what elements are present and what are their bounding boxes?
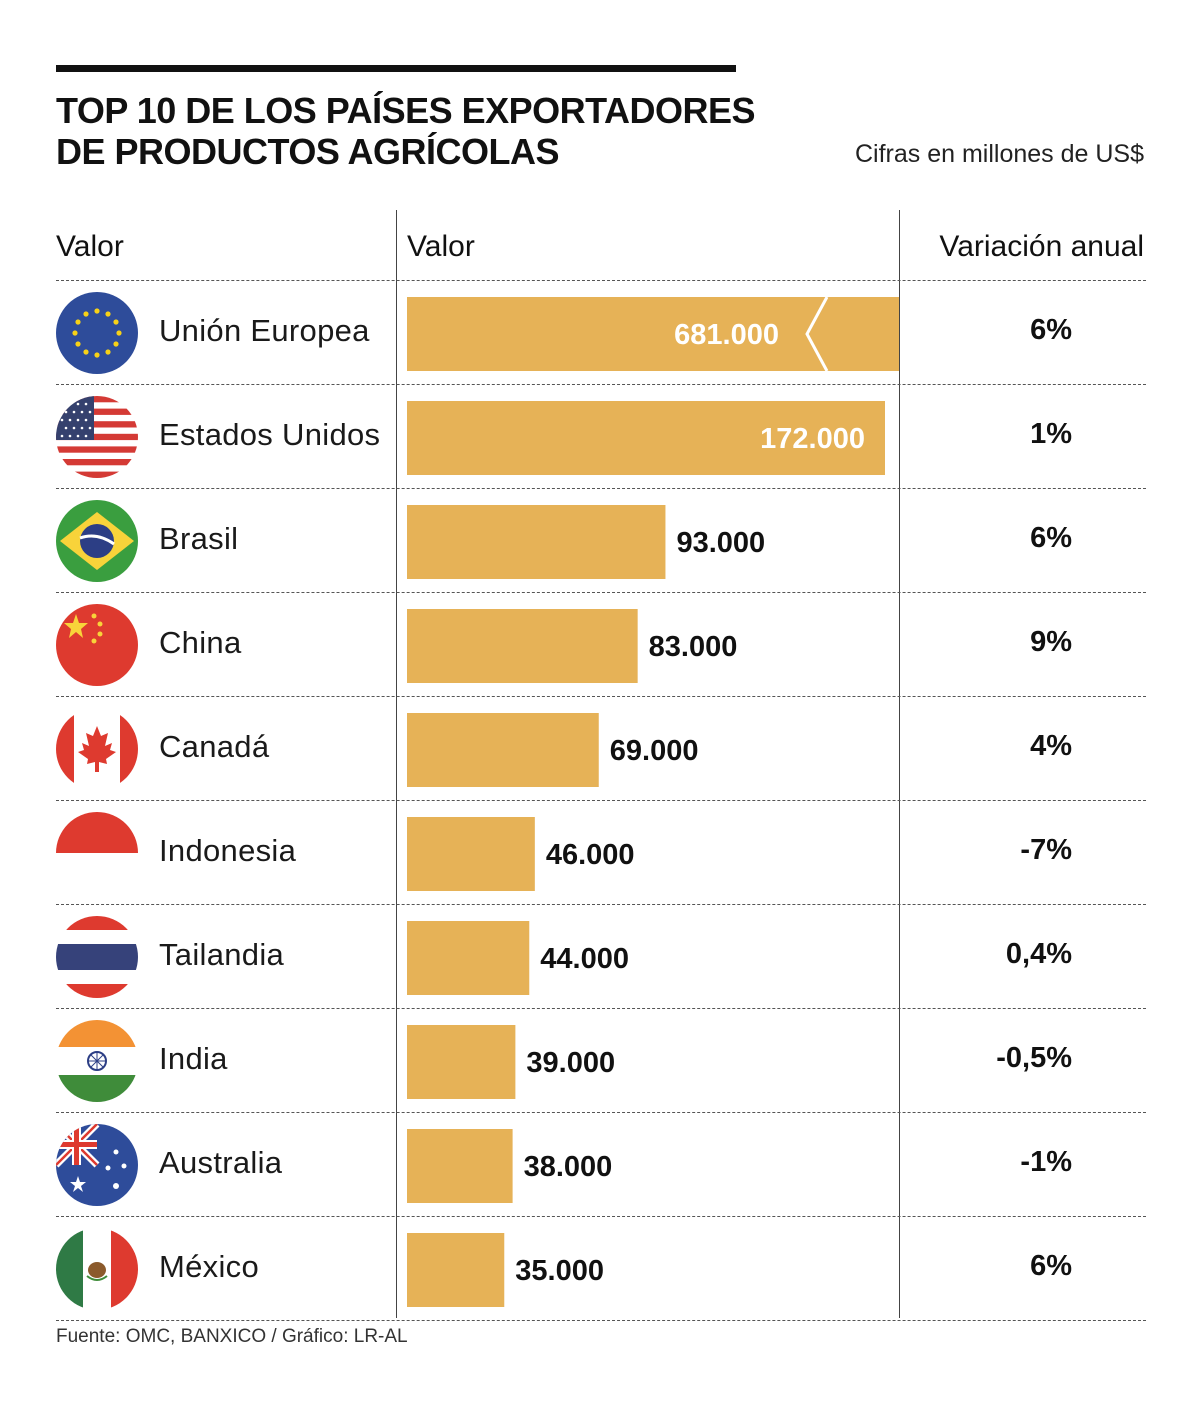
table-row: Tailandia 0,4% [0,905,1200,1009]
column-divider-left [396,210,397,1318]
table-row: Brasil 6% [0,489,1200,593]
mexico-flag-icon [56,1228,138,1310]
header-separator [56,280,1146,281]
annual-variation: 6% [1030,522,1072,554]
annual-variation: 4% [1030,730,1072,762]
table-row: India -0,5% [0,1009,1200,1113]
country-name: Brasil [159,521,239,556]
annual-variation: -0,5% [996,1042,1072,1074]
row-separator [56,1112,1146,1113]
annual-variation: -1% [1020,1146,1072,1178]
country-name: Tailandia [159,937,285,972]
country-name: México [159,1249,259,1284]
header-col3: Variación anual [939,230,1144,263]
chart-title: TOP 10 DE LOS PAÍSES EXPORTADORES DE PRO… [56,90,756,172]
annual-variation: -7% [1020,834,1072,866]
country-name: Canadá [159,729,270,764]
table-row: Estados Unidos 1% [0,385,1200,489]
table-row: Canadá 4% [0,697,1200,801]
row-separator [56,1320,1146,1321]
thailand-flag-icon [56,916,138,998]
eu-flag-icon [56,292,138,374]
country-name: Australia [159,1145,283,1180]
header-col1: Valor [56,230,124,263]
country-name: India [159,1041,228,1076]
australia-flag-icon [56,1124,138,1206]
china-flag-icon [56,604,138,686]
annual-variation: 1% [1030,418,1072,450]
annual-variation: 0,4% [1005,938,1072,970]
annual-variation: 6% [1030,1250,1072,1282]
brazil-flag-icon [56,500,138,582]
row-separator [56,1008,1146,1009]
table-row: Indonesia -7% [0,801,1200,905]
annual-variation: 9% [1030,626,1072,658]
row-separator [56,696,1146,697]
india-flag-icon [56,1020,138,1102]
header-col2: Valor [407,230,475,263]
country-name: Estados Unidos [159,417,381,452]
country-name: Indonesia [159,833,297,868]
table-row: China 9% [0,593,1200,697]
row-separator [56,488,1146,489]
row-separator [56,800,1146,801]
row-separator [56,904,1146,905]
table-row: México 6% [0,1217,1200,1321]
usa-flag-icon [56,396,138,478]
row-separator [56,592,1146,593]
indonesia-flag-icon [56,812,138,894]
row-separator [56,1216,1146,1217]
title-rule [56,65,736,72]
annual-variation: 6% [1030,314,1072,346]
country-name: Unión Europea [159,313,370,348]
chart-subtitle: Cifras en millones de US$ [854,140,1144,168]
canada-flag-icon [56,708,138,790]
country-name: China [159,625,242,660]
row-separator [56,384,1146,385]
source-note: Fuente: OMC, BANXICO / Gráfico: LR-AL [56,1326,408,1347]
table-row: Australia -1% [0,1113,1200,1217]
column-divider-right [899,210,900,1318]
table-row: Unión Europea 6% [0,281,1200,385]
